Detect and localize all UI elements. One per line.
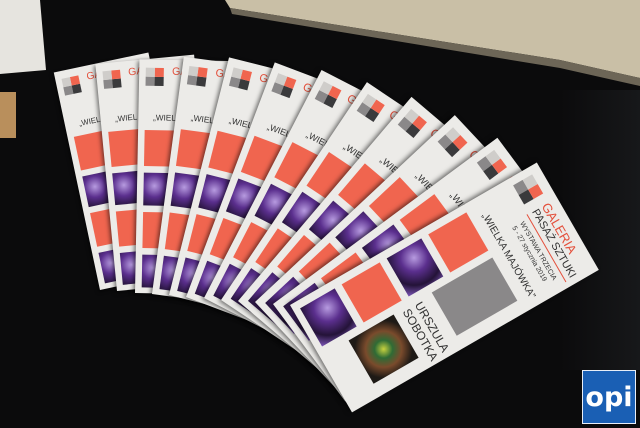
gallery-logo bbox=[314, 81, 344, 109]
gallery-logo bbox=[271, 72, 300, 99]
gallery-logo bbox=[513, 174, 545, 208]
paper-sheet bbox=[0, 0, 46, 74]
gallery-logo bbox=[102, 70, 125, 90]
partial-title: „WIEL bbox=[114, 113, 138, 125]
gallery-logo bbox=[476, 149, 509, 182]
gallery-logo bbox=[438, 127, 470, 161]
gallery-logo bbox=[397, 108, 430, 141]
partial-title: „WIEL bbox=[152, 113, 176, 123]
wooden-block bbox=[0, 92, 16, 138]
opi-watermark-logo: opi bbox=[582, 370, 636, 424]
gallery-logo bbox=[145, 67, 167, 86]
gallery-logo bbox=[61, 75, 85, 96]
gallery-logo bbox=[186, 66, 211, 87]
partial-title: „WIEL bbox=[190, 113, 215, 127]
gallery-logo bbox=[356, 93, 388, 123]
gray-block bbox=[431, 257, 518, 336]
gallery-logo bbox=[229, 67, 255, 92]
partial-title: „WIEL bbox=[78, 115, 102, 129]
